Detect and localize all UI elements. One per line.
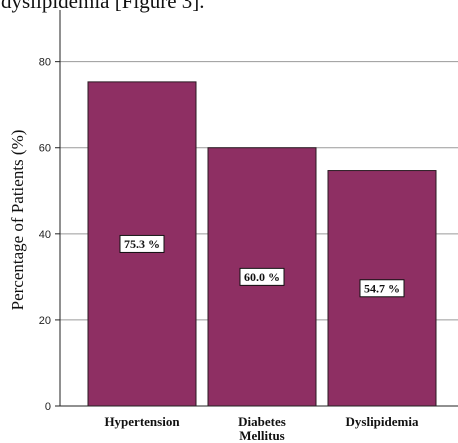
x-category-labels: Hypertension Diabetes Mellitus Dyslipidemia (104, 414, 419, 443)
data-label-0: 75.3 % (124, 237, 160, 251)
y-tick-label-20: 20 (39, 315, 51, 327)
data-label-box-1 (239, 267, 285, 286)
x-category-label-line: Diabetes (238, 414, 286, 429)
data-labels: 75.3 % 60.0 % 54.7 % (119, 234, 405, 298)
data-label-2: 54.7 % (364, 281, 400, 295)
y-tick-label-60: 60 (39, 143, 51, 155)
x-category-label-0: Hypertension (104, 414, 180, 429)
y-tick-label-40: 40 (39, 229, 51, 241)
x-category-label-line: Hypertension (104, 414, 180, 429)
x-category-label-1: Diabetes Mellitus (238, 414, 286, 443)
y-tick-label-0: 0 (45, 401, 51, 413)
preceding-text-fragment: dyslipidemia [Figure 3]. (1, 0, 205, 13)
y-axis-title: Percentage of Patients (%) (8, 130, 27, 311)
x-category-label-line: Dyslipidemia (346, 414, 419, 429)
x-category-label-line: Mellitus (239, 428, 285, 443)
data-label-box-2 (359, 279, 405, 298)
bars (87, 81, 437, 407)
data-label-1: 60.0 % (244, 270, 280, 284)
axes (59, 10, 458, 407)
x-category-label-2: Dyslipidemia (346, 414, 419, 429)
y-ticks: 0 20 40 60 80 (39, 57, 60, 413)
y-tick-label-80: 80 (39, 57, 51, 69)
data-label-box-0 (119, 234, 165, 253)
